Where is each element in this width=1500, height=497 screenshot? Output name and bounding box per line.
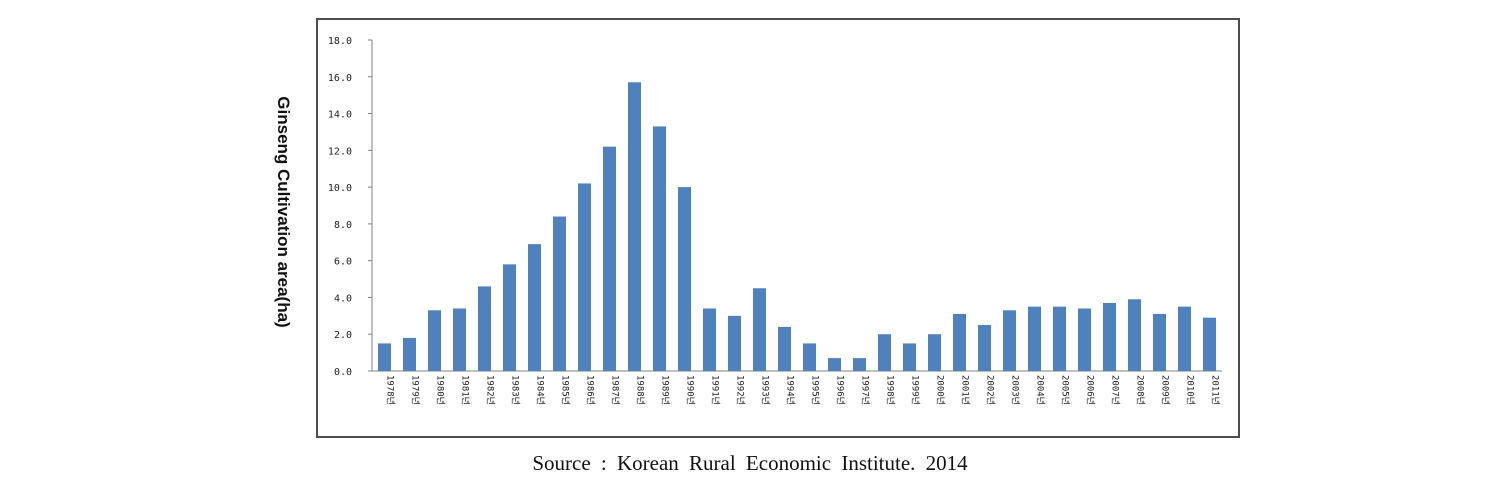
x-tick-label: 2009년: [1160, 375, 1171, 405]
bar: [478, 286, 491, 371]
axes: [371, 40, 1222, 372]
bar: [1103, 302, 1116, 371]
x-tick-label: 1995년: [810, 375, 821, 405]
bar: [1053, 306, 1066, 371]
x-tick-label: 2008년: [1135, 375, 1146, 405]
bar: [1128, 299, 1141, 371]
x-tick-label: 1992년: [735, 375, 746, 405]
y-tick-label: 12.0: [328, 146, 352, 157]
bar: [828, 358, 841, 371]
y-tick-label: 4.0: [334, 293, 352, 304]
bar: [678, 187, 691, 371]
bar: [528, 244, 541, 371]
bar: [753, 288, 766, 371]
x-tick-label: 1981년: [460, 375, 471, 405]
bar: [603, 146, 616, 371]
source-caption: Source : Korean Rural Economic Institute…: [532, 451, 968, 475]
bar: [1028, 306, 1041, 371]
bar: [953, 313, 966, 371]
x-tick-label: 1979년: [410, 375, 421, 405]
bar: [1203, 317, 1216, 371]
x-tick-label: 2000년: [935, 375, 946, 405]
bar: [728, 315, 741, 371]
x-tick-label: 1989년: [660, 375, 671, 405]
x-tick-label: 2003년: [1010, 375, 1021, 405]
x-tick-label: 2006년: [1085, 375, 1096, 405]
bar: [1003, 310, 1016, 371]
y-tick-label: 2.0: [334, 330, 352, 341]
bar: [803, 343, 816, 371]
bar: [853, 358, 866, 371]
x-ticks: 1978년 1979년 1980년 1981년 1982년 1983년 1984년 1985년…: [385, 375, 1221, 405]
bar: [578, 183, 591, 371]
x-tick-label: 1987년: [610, 375, 621, 405]
x-tick-label: 2011년: [1210, 375, 1221, 405]
bars: [378, 82, 1216, 372]
bar: [778, 326, 791, 371]
bar: [1078, 308, 1091, 371]
y-tick-label: 0.0: [334, 367, 352, 378]
x-tick-label: 1978년: [385, 375, 396, 405]
bar: [928, 334, 941, 371]
x-tick-label: 1993년: [760, 375, 771, 405]
bar: [1178, 306, 1191, 371]
bar: [978, 325, 991, 371]
x-tick-label: 1994년: [785, 375, 796, 405]
y-tick-label: 8.0: [334, 220, 352, 231]
bar: [378, 343, 391, 371]
y-tick-label: 14.0: [328, 110, 352, 121]
bar: [453, 308, 466, 371]
y-tick-label: 18.0: [328, 36, 352, 47]
x-tick-label: 1984년: [535, 375, 546, 405]
x-tick-label: 2007년: [1110, 375, 1121, 405]
bar: [503, 264, 516, 371]
x-tick-label: 1991년: [710, 375, 721, 405]
bar: [703, 308, 716, 371]
x-tick-label: 2001년: [960, 375, 971, 405]
x-tick-label: 1990년: [685, 375, 696, 405]
y-tick-label: 10.0: [328, 183, 352, 194]
x-tick-label: 1985년: [560, 375, 571, 405]
x-tick-label: 2002년: [985, 375, 996, 405]
y-tick-label: 6.0: [334, 257, 352, 268]
bar: [903, 343, 916, 371]
x-tick-label: 1982년: [485, 375, 496, 405]
x-tick-label: 1998년: [885, 375, 896, 405]
x-tick-label: 1983년: [510, 375, 521, 405]
x-tick-label: 1988년: [635, 375, 646, 405]
x-tick-label: 1986년: [585, 375, 596, 405]
x-tick-label: 2010년: [1185, 375, 1196, 405]
bar: [403, 337, 416, 371]
x-tick-label: 1999년: [910, 375, 921, 405]
bar: [653, 126, 666, 371]
bar: [553, 216, 566, 371]
x-tick-label: 2004년: [1035, 375, 1046, 405]
x-tick-label: 1996년: [835, 375, 846, 405]
bar: [428, 310, 441, 371]
bar: [1153, 313, 1166, 371]
y-ticks: 0.0 2.0 4.0 6.0 8.0 10.0 12.0 14.0 16.0 18.0: [328, 36, 372, 378]
bar: [878, 334, 891, 371]
y-tick-label: 16.0: [328, 73, 352, 84]
bar: [628, 82, 641, 372]
x-tick-label: 2005년: [1060, 375, 1071, 405]
x-tick-label: 1980년: [435, 375, 446, 405]
x-tick-label: 1997년: [860, 375, 871, 405]
